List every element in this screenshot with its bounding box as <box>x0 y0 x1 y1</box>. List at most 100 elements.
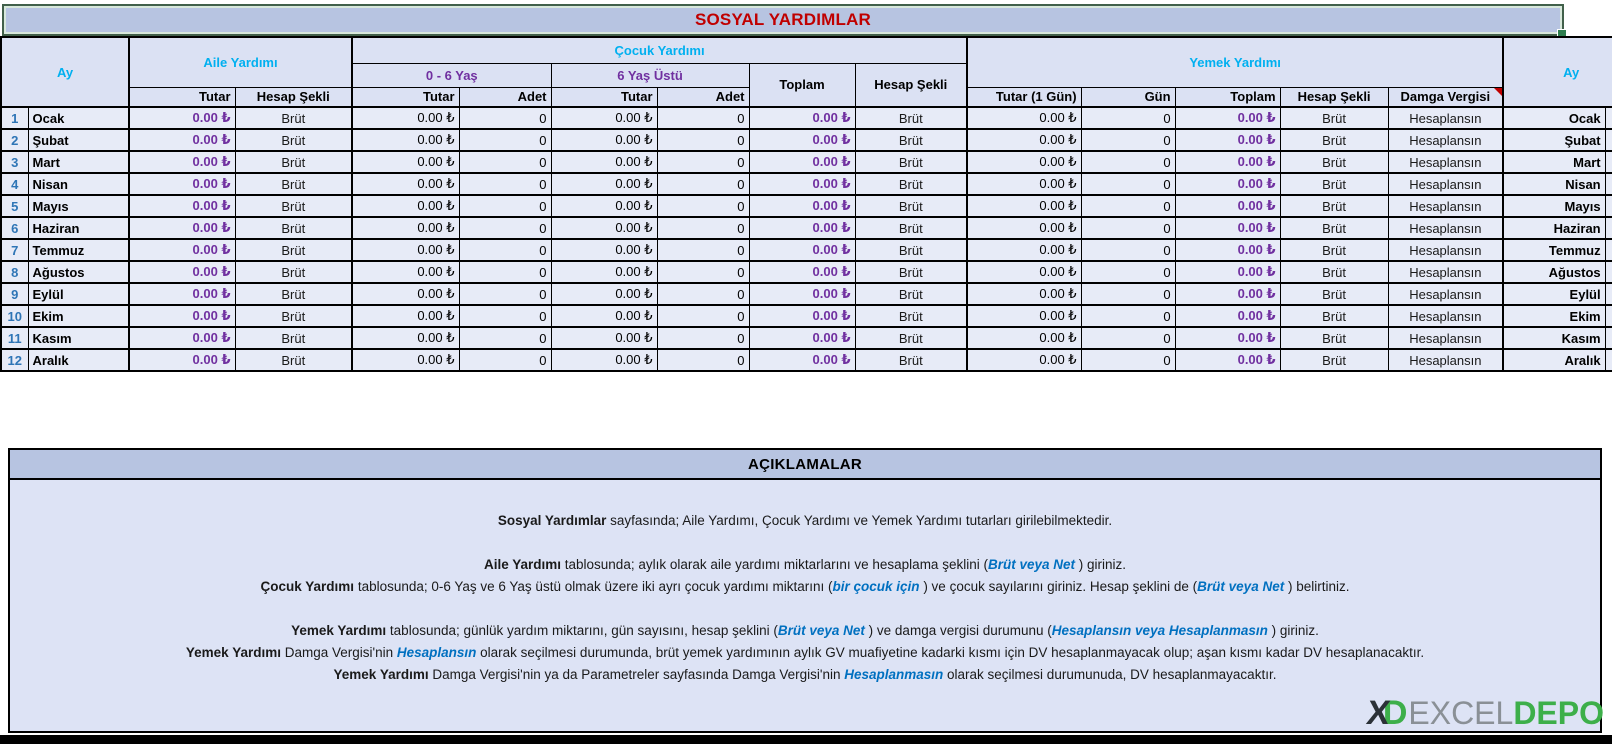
header-06-tutar[interactable]: Tutar <box>351 86 460 108</box>
header-6-yas-ustu[interactable]: 6 Yaş Üstü <box>550 62 750 88</box>
cell-c06_tutar[interactable]: 0.00 ₺ <box>351 128 460 152</box>
cell-c06_adet[interactable]: 0 <box>458 238 552 262</box>
cell-c6u_tutar[interactable]: 0.00 ₺ <box>550 106 658 130</box>
cell-c6u_adet[interactable]: 0 <box>656 282 750 306</box>
cell-cocuk_hesap[interactable]: Brüt <box>854 128 968 152</box>
cell-cocuk_hesap[interactable]: Brüt <box>854 304 968 328</box>
cell-yemek_tutar[interactable]: 0.00 ₺ <box>966 282 1082 306</box>
cell-aile_hesap[interactable]: Brüt <box>234 216 353 240</box>
cell-cocuk_hesap[interactable]: Brüt <box>854 326 968 350</box>
cell-damga[interactable]: Hesaplansın <box>1387 172 1504 196</box>
cell-c6u_tutar[interactable]: 0.00 ₺ <box>550 238 658 262</box>
cell-aile_tutar[interactable]: 0.00 ₺ <box>128 260 236 284</box>
cell-yemek_tutar[interactable]: 0.00 ₺ <box>966 326 1082 350</box>
header-0-6-yas[interactable]: 0 - 6 Yaş <box>351 62 552 88</box>
cell-yemek_hesap[interactable]: Brüt <box>1279 150 1389 174</box>
cell-aile_tutar[interactable]: 0.00 ₺ <box>128 150 236 174</box>
header-cocuk-hesap-sekli[interactable]: Hesap Şekli <box>854 62 968 108</box>
sheet-title-bar[interactable]: SOSYAL YARDIMLAR <box>2 4 1567 39</box>
cell-yemek_gun[interactable]: 0 <box>1080 326 1176 350</box>
cell-yemek_tutar[interactable]: 0.00 ₺ <box>966 194 1082 218</box>
cell-c06_tutar[interactable]: 0.00 ₺ <box>351 326 460 350</box>
cell-c06_adet[interactable]: 0 <box>458 150 552 174</box>
cell-aile_tutar[interactable]: 0.00 ₺ <box>128 304 236 328</box>
cell-damga[interactable]: Hesaplansın <box>1387 216 1504 240</box>
cell-yemek_tutar[interactable]: 0.00 ₺ <box>966 348 1082 372</box>
cell-aile_hesap[interactable]: Brüt <box>234 172 353 196</box>
cell-yemek_gun[interactable]: 0 <box>1080 150 1176 174</box>
cell-c06_tutar[interactable]: 0.00 ₺ <box>351 260 460 284</box>
cell-yemek_tutar[interactable]: 0.00 ₺ <box>966 150 1082 174</box>
cell-aile_hesap[interactable]: Brüt <box>234 326 353 350</box>
cell-c6u_adet[interactable]: 0 <box>656 128 750 152</box>
cell-c06_adet[interactable]: 0 <box>458 326 552 350</box>
cell-damga[interactable]: Hesaplansın <box>1387 150 1504 174</box>
cell-cocuk_hesap[interactable]: Brüt <box>854 194 968 218</box>
cell-c06_tutar[interactable]: 0.00 ₺ <box>351 304 460 328</box>
cell-aile_tutar[interactable]: 0.00 ₺ <box>128 282 236 306</box>
header-yemek-yardimi[interactable]: Yemek Yardımı <box>966 36 1504 88</box>
cell-aile_hesap[interactable]: Brüt <box>234 128 353 152</box>
cell-c06_adet[interactable]: 0 <box>458 282 552 306</box>
cell-aile_hesap[interactable]: Brüt <box>234 304 353 328</box>
header-yemek-tutar-1gun[interactable]: Tutar (1 Gün) <box>966 86 1082 108</box>
header-cocuk-yardimi[interactable]: Çocuk Yardımı <box>351 36 968 64</box>
cell-cocuk_hesap[interactable]: Brüt <box>854 172 968 196</box>
cell-c6u_adet[interactable]: 0 <box>656 304 750 328</box>
cell-c6u_adet[interactable]: 0 <box>656 150 750 174</box>
cell-yemek_hesap[interactable]: Brüt <box>1279 128 1389 152</box>
cell-yemek_gun[interactable]: 0 <box>1080 348 1176 372</box>
cell-yemek_tutar[interactable]: 0.00 ₺ <box>966 238 1082 262</box>
cell-aile_hesap[interactable]: Brüt <box>234 150 353 174</box>
cell-c6u_tutar[interactable]: 0.00 ₺ <box>550 282 658 306</box>
cell-aile_tutar[interactable]: 0.00 ₺ <box>128 326 236 350</box>
cell-cocuk_hesap[interactable]: Brüt <box>854 216 968 240</box>
cell-c6u_tutar[interactable]: 0.00 ₺ <box>550 128 658 152</box>
cell-aile_tutar[interactable]: 0.00 ₺ <box>128 238 236 262</box>
cell-c06_adet[interactable]: 0 <box>458 304 552 328</box>
cell-c06_tutar[interactable]: 0.00 ₺ <box>351 238 460 262</box>
cell-cocuk_hesap[interactable]: Brüt <box>854 348 968 372</box>
cell-c6u_adet[interactable]: 0 <box>656 238 750 262</box>
cell-c06_adet[interactable]: 0 <box>458 216 552 240</box>
cell-damga[interactable]: Hesaplansın <box>1387 326 1504 350</box>
cell-damga[interactable]: Hesaplansın <box>1387 128 1504 152</box>
cell-yemek_tutar[interactable]: 0.00 ₺ <box>966 128 1082 152</box>
cell-c6u_tutar[interactable]: 0.00 ₺ <box>550 348 658 372</box>
cell-yemek_hesap[interactable]: Brüt <box>1279 106 1389 130</box>
cell-aile_hesap[interactable]: Brüt <box>234 260 353 284</box>
cell-damga[interactable]: Hesaplansın <box>1387 238 1504 262</box>
header-6u-tutar[interactable]: Tutar <box>550 86 658 108</box>
header-aile-yardimi[interactable]: Aile Yardımı <box>128 36 353 88</box>
cell-cocuk_hesap[interactable]: Brüt <box>854 282 968 306</box>
cell-yemek_hesap[interactable]: Brüt <box>1279 194 1389 218</box>
cell-yemek_gun[interactable]: 0 <box>1080 304 1176 328</box>
cell-c6u_adet[interactable]: 0 <box>656 348 750 372</box>
cell-c06_adet[interactable]: 0 <box>458 194 552 218</box>
cell-c6u_tutar[interactable]: 0.00 ₺ <box>550 304 658 328</box>
cell-c06_tutar[interactable]: 0.00 ₺ <box>351 194 460 218</box>
cell-c06_tutar[interactable]: 0.00 ₺ <box>351 172 460 196</box>
cell-yemek_gun[interactable]: 0 <box>1080 260 1176 284</box>
cell-c6u_adet[interactable]: 0 <box>656 326 750 350</box>
cell-yemek_gun[interactable]: 0 <box>1080 282 1176 306</box>
cell-aile_tutar[interactable]: 0.00 ₺ <box>128 348 236 372</box>
cell-aile_hesap[interactable]: Brüt <box>234 194 353 218</box>
cell-yemek_hesap[interactable]: Brüt <box>1279 326 1389 350</box>
cell-c6u_adet[interactable]: 0 <box>656 216 750 240</box>
cell-yemek_hesap[interactable]: Brüt <box>1279 282 1389 306</box>
cell-aile_tutar[interactable]: 0.00 ₺ <box>128 194 236 218</box>
header-yemek-toplam[interactable]: Toplam <box>1174 86 1281 108</box>
header-06-adet[interactable]: Adet <box>458 86 552 108</box>
cell-damga[interactable]: Hesaplansın <box>1387 348 1504 372</box>
cell-c06_adet[interactable]: 0 <box>458 260 552 284</box>
cell-yemek_tutar[interactable]: 0.00 ₺ <box>966 260 1082 284</box>
cell-c6u_tutar[interactable]: 0.00 ₺ <box>550 150 658 174</box>
cell-c06_adet[interactable]: 0 <box>458 172 552 196</box>
cell-c6u_tutar[interactable]: 0.00 ₺ <box>550 326 658 350</box>
header-yemek-gun[interactable]: Gün <box>1080 86 1176 108</box>
cell-c6u_tutar[interactable]: 0.00 ₺ <box>550 260 658 284</box>
cell-yemek_tutar[interactable]: 0.00 ₺ <box>966 172 1082 196</box>
cell-yemek_gun[interactable]: 0 <box>1080 238 1176 262</box>
cell-aile_tutar[interactable]: 0.00 ₺ <box>128 128 236 152</box>
